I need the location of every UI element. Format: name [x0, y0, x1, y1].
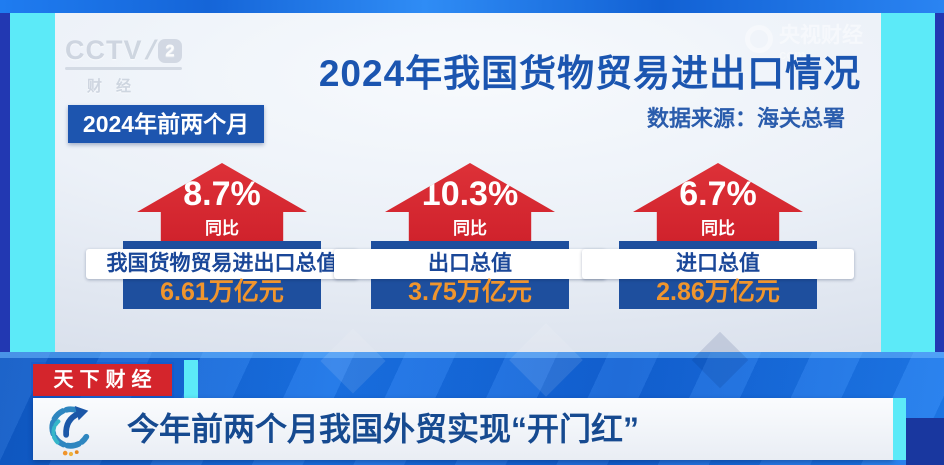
label-band: 出口总值 [334, 249, 606, 279]
value-box: 我国货物贸易进出口总值 6.61万亿元 [86, 241, 358, 309]
band-top-glow [0, 352, 944, 358]
up-arrow-icon: 6.7% 同比 [633, 163, 803, 242]
indicator-group-export: 10.3% 同比 出口总值 3.75万亿元 [325, 163, 615, 313]
yoy-label: 同比 [701, 219, 735, 238]
indicator-label: 出口总值 [428, 252, 512, 275]
left-dark-strip [0, 13, 10, 352]
cctv-channel-number: 2 [158, 38, 183, 63]
up-arrow-icon: 10.3% 同比 [385, 163, 555, 242]
data-source-label: 数据来源：海关总署 [646, 106, 845, 131]
yoy-change-value: 6.7% [679, 175, 757, 213]
indicator-value: 6.61万亿元 [160, 278, 284, 306]
cctv-logo-caption: 财经 [87, 78, 146, 95]
indicator-group-import: 6.7% 同比 进口总值 2.86万亿元 [573, 163, 863, 313]
yoy-label: 同比 [453, 219, 487, 238]
up-arrow-icon: 8.7% 同比 [137, 163, 307, 242]
left-cyan-strip [10, 13, 55, 352]
cyan-accent-bar [184, 360, 198, 400]
cctv-logo-slash: / [141, 35, 160, 65]
indicator-group-total: 8.7% 同比 我国货物贸易进出口总值 6.61万亿元 [77, 163, 367, 313]
headline-bar: 今年前两个月我国外贸实现“开门红” [33, 398, 893, 460]
cctv2-logo: CCTV / 2 财经 [65, 35, 183, 96]
period-badge: 2024年前两个月 [68, 105, 264, 143]
main-infographic-panel: CCTV / 2 财经 央视财经 com 2024年我国货物贸易进出口情况 数据… [55, 13, 881, 352]
indicator-label: 进口总值 [676, 252, 760, 275]
cctv-logo-text: CCTV [65, 35, 143, 65]
yoy-change-value: 10.3% [421, 175, 519, 213]
right-dark-strip [935, 13, 944, 352]
headline-end-cyan-strip [893, 398, 906, 460]
indicator-value: 3.75万亿元 [408, 278, 532, 306]
bottom-right-navy-block [906, 418, 944, 465]
value-box: 出口总值 3.75万亿元 [334, 241, 606, 309]
yoy-change-value: 8.7% [183, 175, 261, 213]
indicator-value: 2.86万亿元 [656, 278, 780, 306]
cctv-logo-underline [65, 67, 183, 70]
indicator-label: 我国货物贸易进出口总值 [106, 252, 338, 275]
value-box: 进口总值 2.86万亿元 [582, 241, 854, 309]
right-cyan-strip [881, 13, 935, 352]
page-title: 2024年我国货物贸易进出口情况 [318, 53, 862, 94]
yoy-label: 同比 [205, 219, 239, 238]
program-badge: 天下财经 [33, 364, 172, 396]
lower-third: 天下财经 今年前两个月我国外贸实现“开门红” [0, 323, 944, 465]
label-band: 我国货物贸易进出口总值 [86, 249, 358, 279]
headline-text: 今年前两个月我国外贸实现“开门红” [127, 411, 640, 447]
swirl-arrow-icon [49, 405, 90, 457]
top-edge-bar [0, 0, 944, 13]
label-band: 进口总值 [582, 249, 854, 279]
